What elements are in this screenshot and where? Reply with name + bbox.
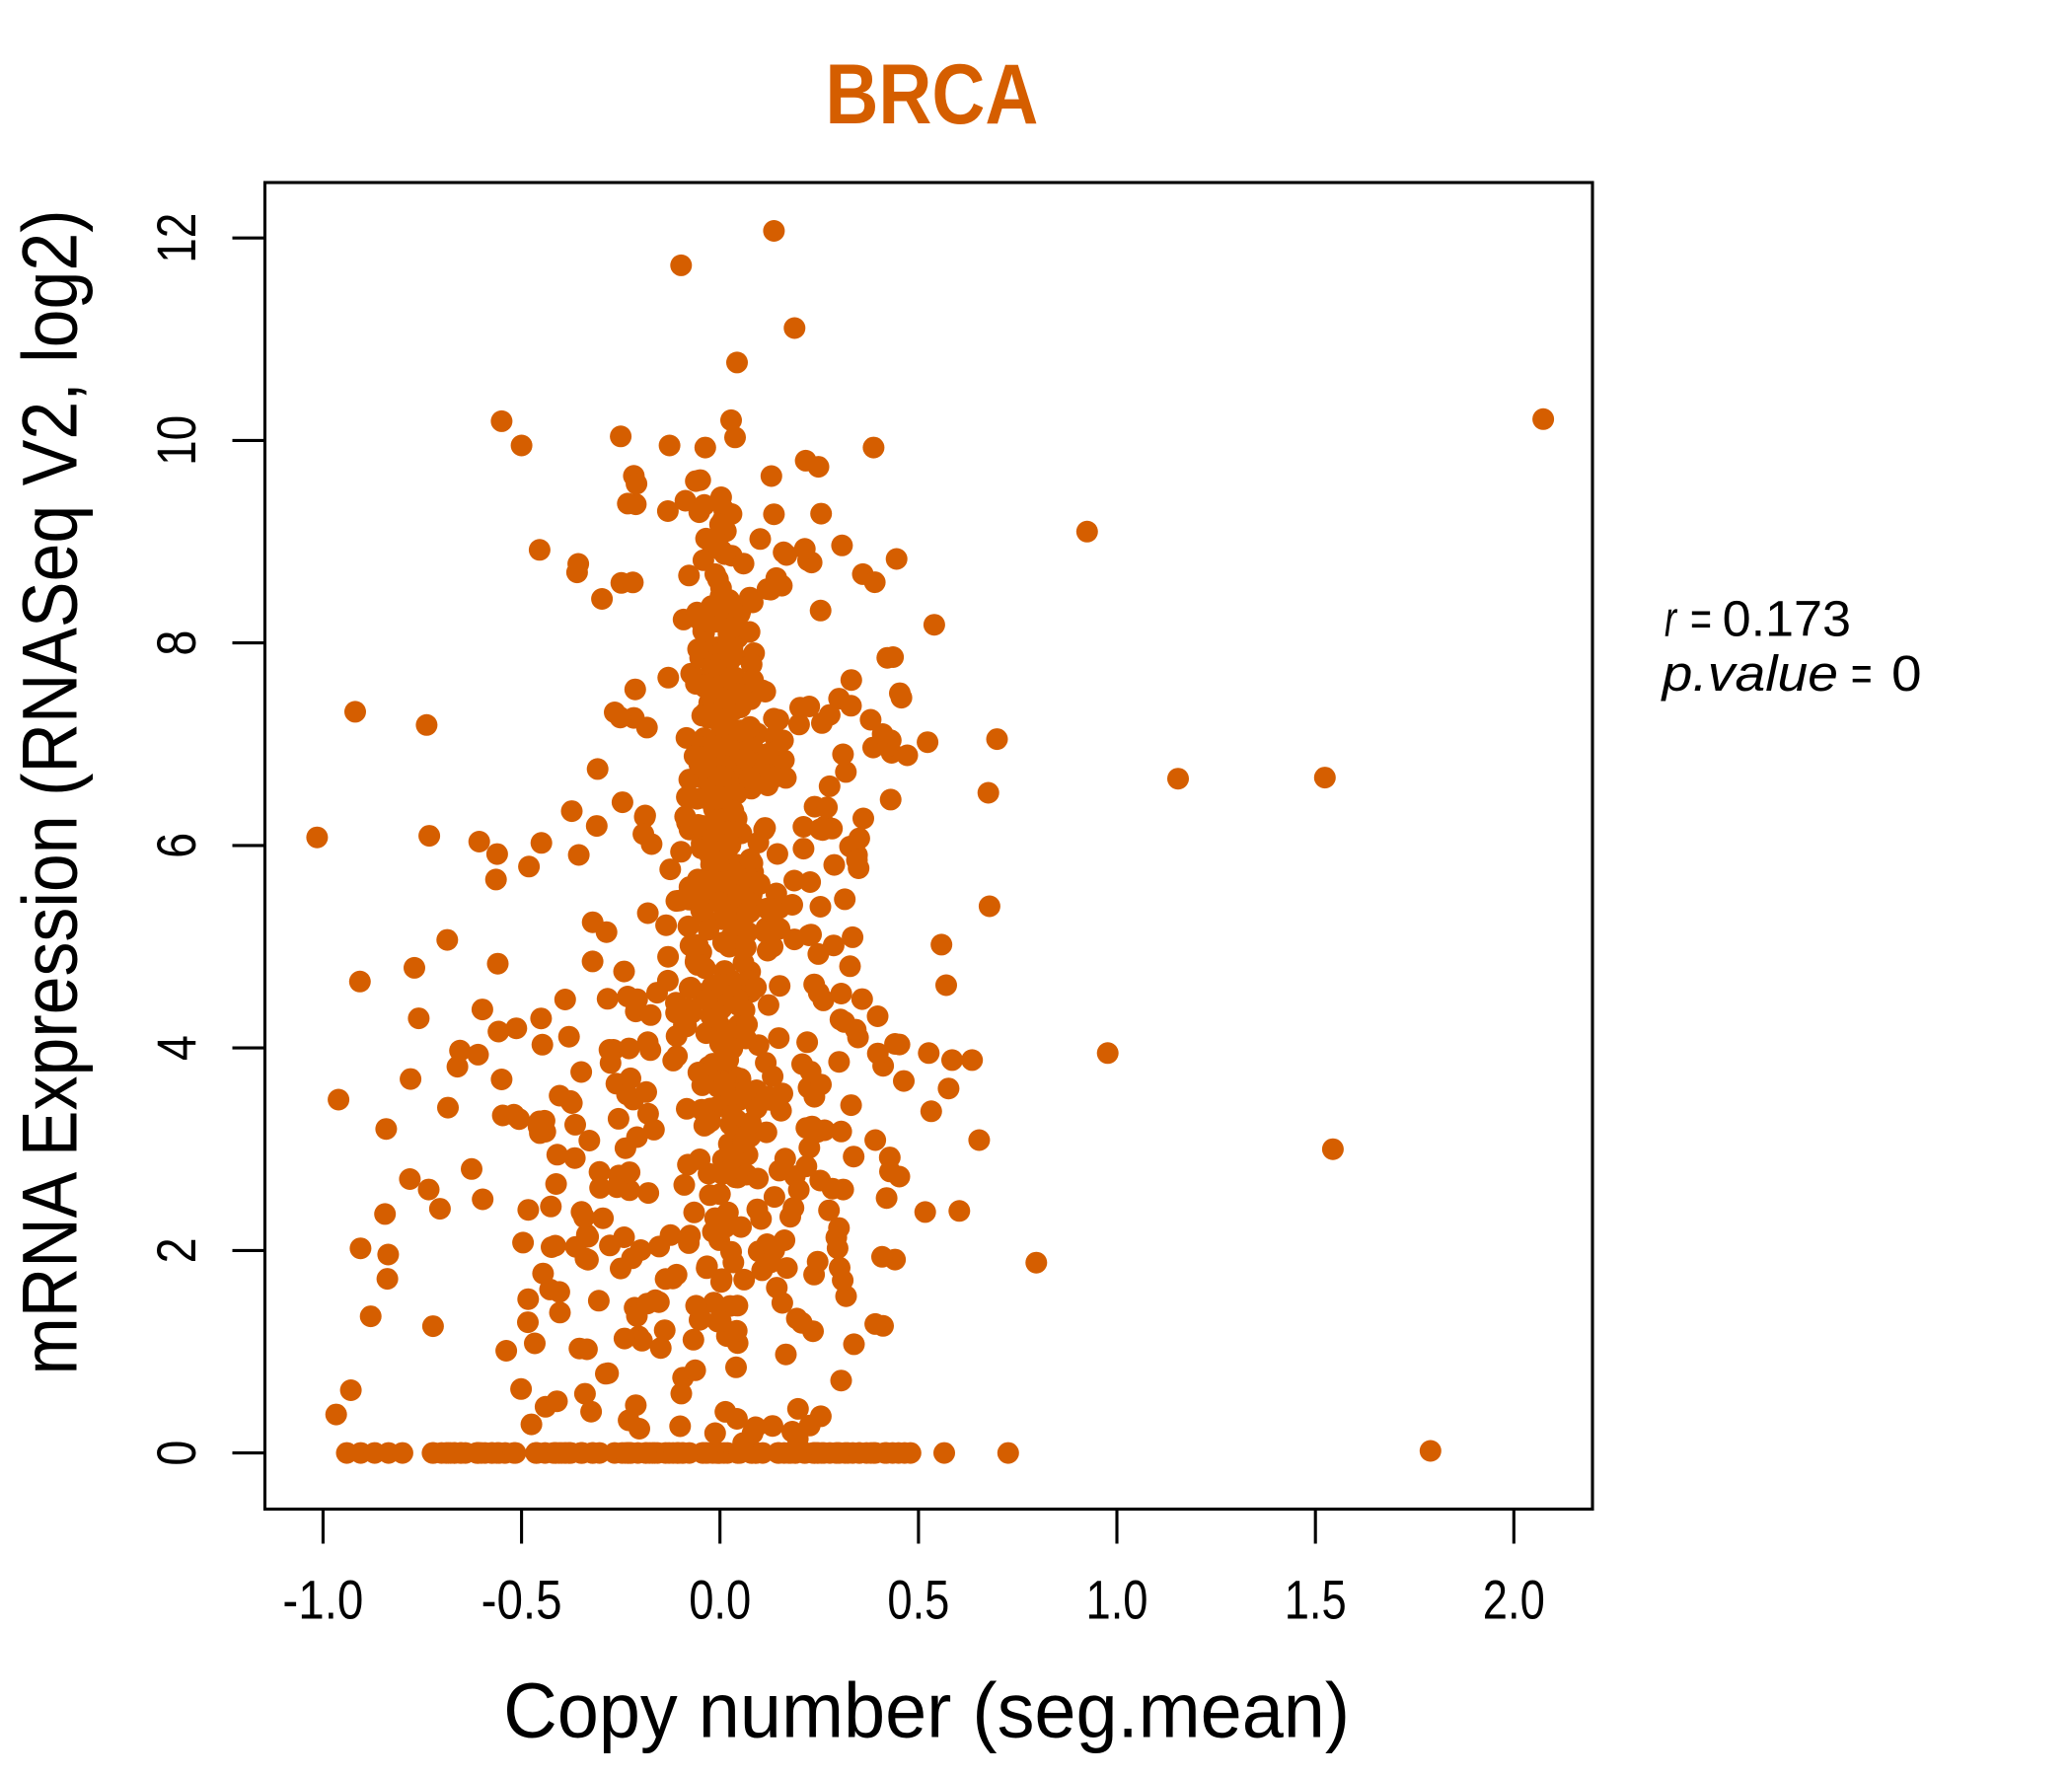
svg-text:4: 4 xyxy=(145,1035,207,1061)
svg-text:8: 8 xyxy=(145,630,207,656)
svg-text:1.0: 1.0 xyxy=(1086,1569,1148,1631)
svg-text:0: 0 xyxy=(145,1441,207,1466)
svg-text:2: 2 xyxy=(145,1237,207,1263)
svg-text:r: r xyxy=(1665,591,1677,647)
svg-text:=: = xyxy=(1690,591,1712,647)
svg-text:10: 10 xyxy=(145,415,207,466)
svg-text:2.0: 2.0 xyxy=(1483,1569,1545,1631)
svg-text:0.5: 0.5 xyxy=(887,1569,949,1631)
svg-text:0: 0 xyxy=(1891,645,1922,702)
svg-text:Copy number (seg.mean): Copy number (seg.mean) xyxy=(503,1665,1350,1753)
svg-text:-0.5: -0.5 xyxy=(481,1569,562,1631)
svg-text:0.0: 0.0 xyxy=(689,1569,751,1631)
svg-text:1.5: 1.5 xyxy=(1285,1569,1347,1631)
svg-text:12: 12 xyxy=(145,213,207,263)
svg-text:BRCA: BRCA xyxy=(825,47,1038,142)
svg-text:0.173: 0.173 xyxy=(1723,591,1851,647)
svg-text:=: = xyxy=(1851,645,1873,702)
svg-text:mRNA Expression (RNASeq V2, lo: mRNA Expression (RNASeq V2, log2) xyxy=(6,210,94,1375)
svg-text:6: 6 xyxy=(145,833,207,858)
svg-text:-1.0: -1.0 xyxy=(282,1569,363,1631)
svg-text:p.value: p.value xyxy=(1661,645,1838,702)
